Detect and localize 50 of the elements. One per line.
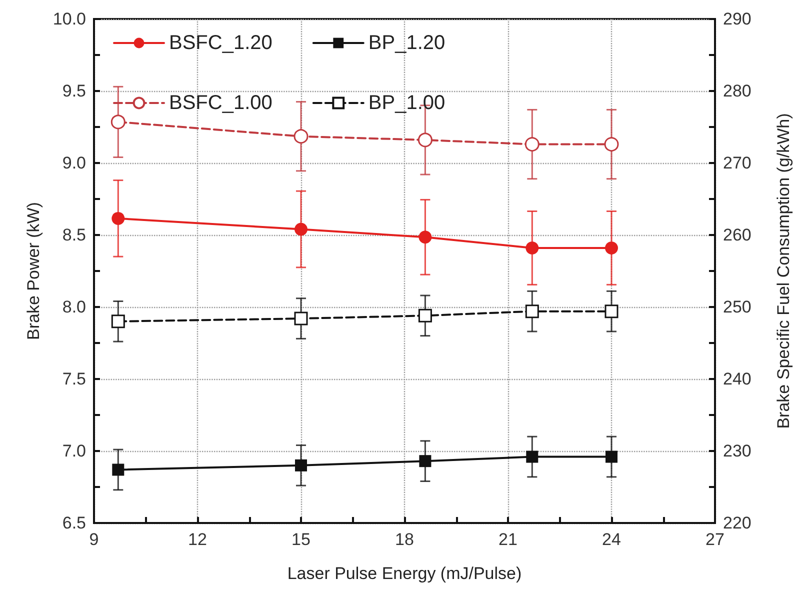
y2-tick-label: 230 [723,442,752,460]
x-tick-label: 27 [706,530,724,549]
y2-tick-label: 280 [723,82,752,100]
y-tick-label: 8.0 [62,298,86,316]
point [110,114,126,130]
y-axis-title: Brake Power (kW) [24,202,43,340]
y2-axis-title: Brake Specific Fuel Consumption (g/kWh) [774,113,793,429]
point [604,304,618,318]
y-tick-label: 9.0 [62,154,86,172]
x-axis-title: Laser Pulse Energy (mJ/Pulse) [287,564,522,583]
point [294,129,308,144]
point [418,308,432,322]
point [112,464,124,476]
y2-tick-label: 260 [723,226,752,244]
y2-tick-label: 240 [723,370,752,388]
point [295,459,307,472]
x-tick-label: 9 [89,530,99,549]
y2-tick-label: 250 [723,298,752,316]
point [418,132,432,148]
legend-label: BSFC_1.00 [169,92,272,114]
y-tick-label: 10.0 [52,10,86,28]
x-tick-label: 18 [395,530,414,549]
x-tick-label: 21 [498,530,518,549]
point [524,137,540,152]
point [606,450,618,463]
x-tick-label: 15 [292,530,310,549]
point [526,450,538,463]
point [294,222,308,236]
y2-tick-label: 270 [723,154,752,172]
x-tick-label: 24 [602,530,621,549]
legend-label: BP_1.20 [368,32,446,54]
y-tick-label: 7.0 [62,442,86,460]
point [525,304,539,318]
point [526,241,539,254]
y-tick-label: 9.5 [62,82,86,100]
y-tick-label: 8.5 [62,226,86,244]
y2-tick-label: 220 [723,514,752,532]
point [604,137,619,152]
point [294,312,308,326]
legend-label: BP_1.00 [368,92,446,114]
point [605,241,618,254]
x-tick-label: 12 [188,530,207,549]
legend-label: BSFC_1.20 [169,32,272,54]
y2-tick-label: 290 [723,10,752,28]
y-tick-label: 7.5 [62,370,86,388]
y-tick-label: 6.5 [62,514,86,532]
point [419,455,432,468]
point [112,212,125,225]
point [111,314,125,328]
point [418,230,432,244]
